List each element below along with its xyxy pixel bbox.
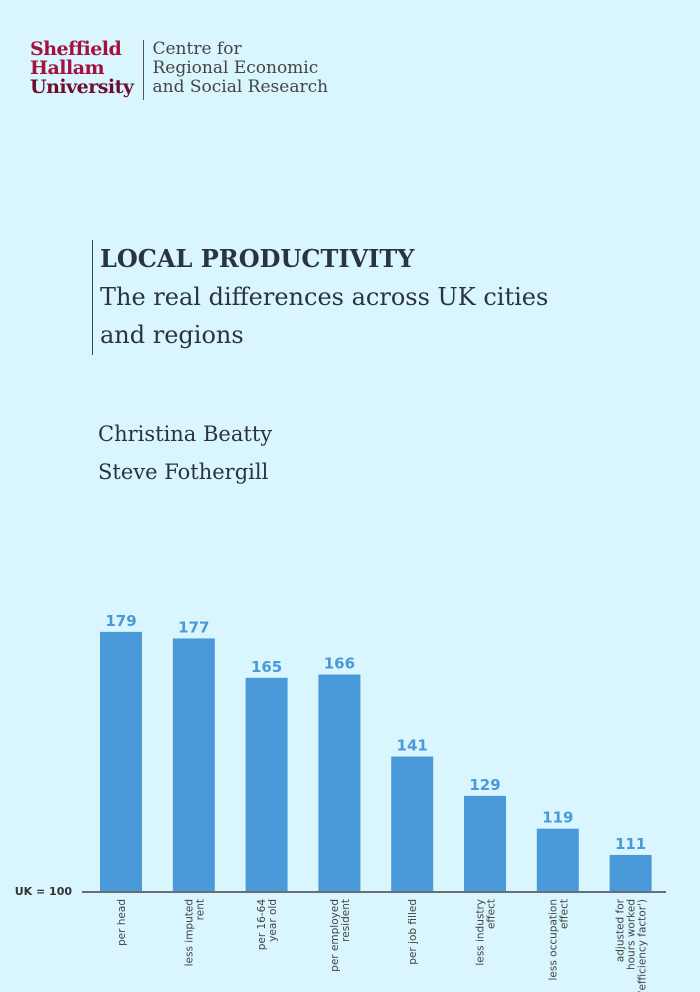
category-label: adjusted for: [615, 898, 627, 962]
author: Christina Beatty: [98, 422, 273, 446]
category-label: effect: [486, 899, 498, 929]
data-label: 129: [469, 776, 500, 794]
bar: [100, 631, 142, 891]
category-label: per job filled: [407, 899, 419, 965]
data-label: 141: [397, 737, 428, 755]
bar: [245, 677, 288, 891]
category-label: less industry: [475, 899, 487, 966]
category-label: ('efficiency factor'): [637, 899, 649, 992]
category-label: less imputed: [183, 899, 195, 966]
data-label: 179: [105, 612, 136, 630]
bar: [172, 638, 215, 891]
category-label: less occupation: [547, 899, 559, 981]
bar: [318, 674, 361, 891]
report-title: LOCAL PRODUCTIVITY The real differences …: [92, 240, 548, 355]
category-label: per head: [116, 899, 128, 946]
author: Steve Fothergill: [98, 460, 269, 484]
bar: [536, 828, 579, 891]
category-label: per employed: [329, 899, 341, 972]
logo-divider: [143, 40, 145, 100]
category-label: resident: [340, 899, 352, 942]
university-logo-text: Sheffield Hallam University: [30, 38, 134, 98]
data-label: 166: [324, 655, 355, 673]
category-label: per 16-64: [256, 899, 268, 951]
category-label: rent: [194, 899, 206, 920]
baseline-label: UK = 100: [15, 885, 73, 898]
centre-name: Centre for Regional Economic and Social …: [152, 39, 329, 97]
category-label: year old: [267, 899, 279, 942]
data-label: 111: [615, 835, 646, 853]
logo: Sheffield Hallam University Centre for R…: [30, 40, 328, 100]
data-label: 119: [542, 809, 573, 827]
category-label: effect: [558, 899, 570, 929]
data-label: 165: [251, 658, 282, 676]
authors: Christina Beatty Steve Fothergill: [98, 415, 272, 491]
data-label: 177: [178, 618, 209, 636]
bar: [464, 795, 506, 891]
bar: [391, 756, 434, 891]
bar: [609, 854, 652, 891]
category-label: hours worked: [626, 899, 638, 970]
